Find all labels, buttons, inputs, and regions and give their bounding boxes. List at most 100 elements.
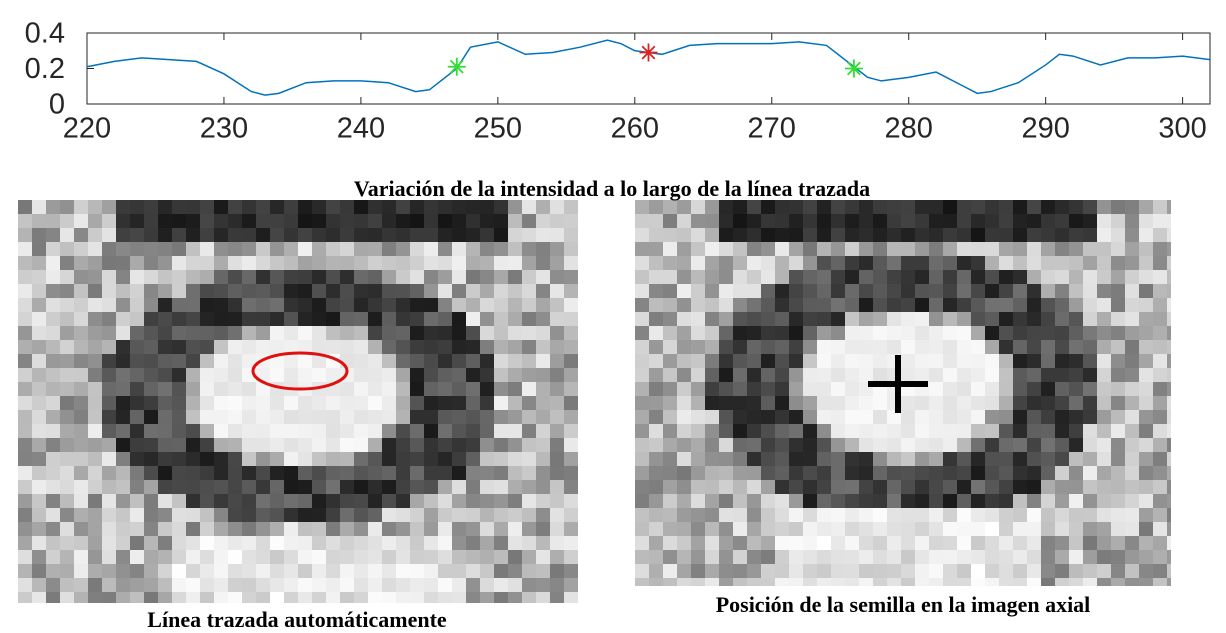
x-tick-label: 250 (474, 113, 522, 145)
pixel (1083, 242, 1097, 256)
pixel (116, 256, 130, 270)
pixel (326, 228, 340, 242)
pixel (88, 536, 102, 550)
pixel (747, 382, 761, 396)
pixel (116, 410, 130, 424)
pixel (1125, 564, 1139, 578)
pixel (368, 410, 382, 424)
pixel (396, 410, 410, 424)
pixel (200, 592, 214, 603)
pixel (158, 396, 172, 410)
pixel (158, 270, 172, 284)
pixel (102, 354, 116, 368)
pixel (32, 298, 46, 312)
pixel (1153, 536, 1167, 550)
pixel (1027, 466, 1041, 480)
pixel (228, 228, 242, 242)
pixel (130, 480, 144, 494)
pixel (382, 480, 396, 494)
pixel (550, 536, 564, 550)
pixel (1125, 494, 1139, 508)
pixel (985, 340, 999, 354)
pixel (326, 256, 340, 270)
pixel (452, 396, 466, 410)
pixel (130, 578, 144, 592)
pixel (480, 424, 494, 438)
pixel (18, 326, 32, 340)
pixel (1041, 382, 1055, 396)
pixel (691, 410, 705, 424)
pixel (985, 480, 999, 494)
pixel (761, 200, 775, 214)
pixel (971, 522, 985, 536)
pixel (18, 424, 32, 438)
pixel (1153, 396, 1167, 410)
pixel (158, 200, 172, 214)
pixel (410, 214, 424, 228)
pixel (382, 438, 396, 452)
pixel (326, 452, 340, 466)
pixel (298, 452, 312, 466)
pixel (46, 200, 60, 214)
pixel (747, 494, 761, 508)
pixel (747, 214, 761, 228)
pixel (1097, 242, 1111, 256)
pixel (116, 340, 130, 354)
pixel (705, 298, 719, 312)
pixel (144, 382, 158, 396)
pixel (789, 312, 803, 326)
pixel (186, 256, 200, 270)
pixel (508, 522, 522, 536)
pixel (480, 550, 494, 564)
pixel (144, 536, 158, 550)
pixel (775, 564, 789, 578)
pixel (452, 214, 466, 228)
pixel (985, 452, 999, 466)
pixel (284, 410, 298, 424)
pixel (817, 256, 831, 270)
pixel (1055, 298, 1069, 312)
pixel (354, 298, 368, 312)
pixel (550, 270, 564, 284)
pixel (761, 382, 775, 396)
pixel (929, 452, 943, 466)
pixel (424, 578, 438, 592)
pixel (1153, 550, 1167, 564)
pixel (494, 284, 508, 298)
pixel (803, 536, 817, 550)
pixel (1055, 480, 1069, 494)
pixel (859, 354, 873, 368)
pixel (340, 424, 354, 438)
pixel (200, 550, 214, 564)
pixel (957, 466, 971, 480)
pixel (691, 522, 705, 536)
pixel (60, 256, 74, 270)
pixel (999, 550, 1013, 564)
pixel (677, 494, 691, 508)
pixel (186, 466, 200, 480)
pixel (1111, 312, 1125, 326)
pixel (817, 522, 831, 536)
pixel (88, 494, 102, 508)
pixel (1055, 466, 1069, 480)
pixel (1083, 298, 1097, 312)
pixel (1055, 410, 1069, 424)
pixel (46, 564, 60, 578)
pixel (1013, 214, 1027, 228)
pixel (1083, 326, 1097, 340)
pixel (564, 536, 578, 550)
pixel (88, 284, 102, 298)
pixel (116, 270, 130, 284)
pixel (228, 452, 242, 466)
pixel (158, 438, 172, 452)
pixel (74, 354, 88, 368)
y-tick-label: 0 (49, 89, 65, 121)
pixel (873, 200, 887, 214)
pixel (74, 564, 88, 578)
pixel (158, 354, 172, 368)
pixel (719, 256, 733, 270)
pixel (438, 438, 452, 452)
pixel (649, 368, 663, 382)
pixel (943, 368, 957, 382)
pixel (943, 200, 957, 214)
